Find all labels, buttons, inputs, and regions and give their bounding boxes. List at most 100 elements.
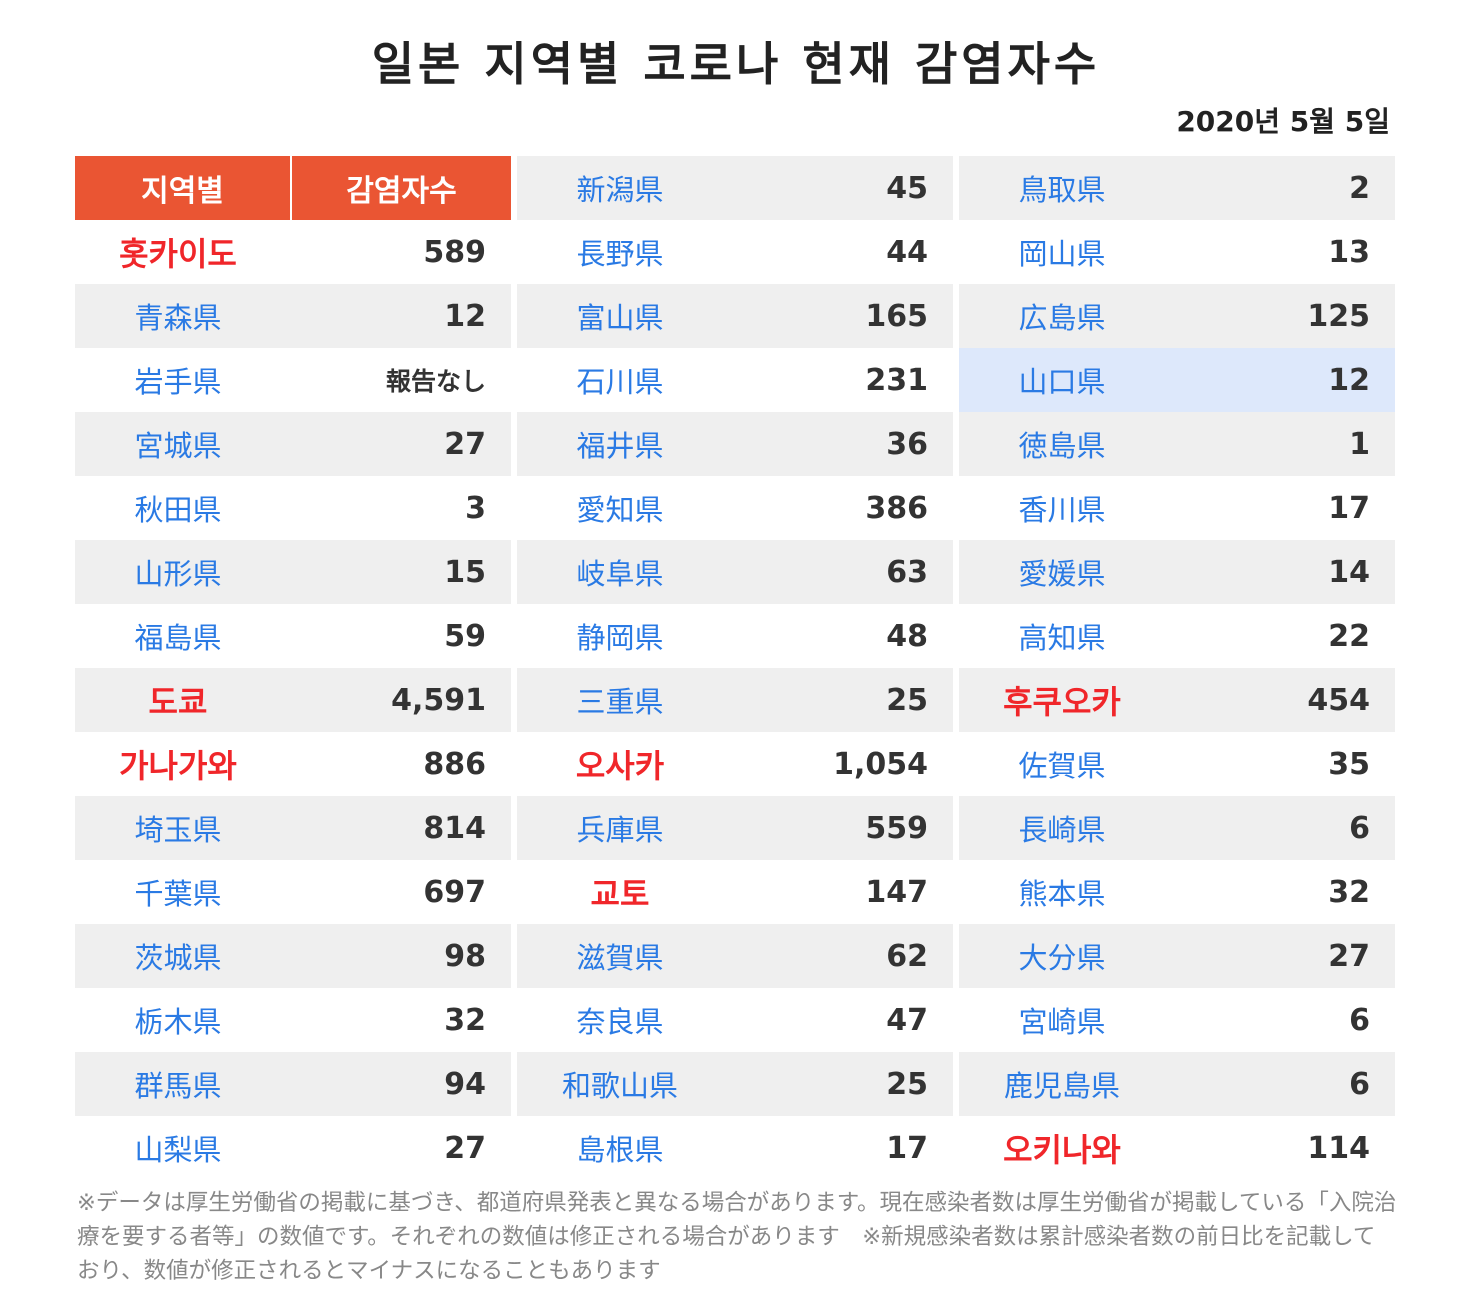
region-name: 富山県 [576,301,664,335]
infection-count: 36 [886,426,928,462]
table-row: 長崎県 6 [959,796,1395,860]
table-row: 佐賀県 35 [959,732,1395,796]
infection-count: 454 [1307,682,1370,718]
region-name: 高知県 [1018,621,1106,655]
region-name: 宮崎県 [1018,1005,1106,1039]
table-header-row: 지역별 감염자수 [75,156,511,220]
table-column-1: 지역별 감염자수 홋카이도 589 青森県 12 岩手県 報告なし 宮城県 27 秋田県 3 山形県 15… [75,156,511,1180]
table-row: 広島県 125 [959,284,1395,348]
region-name: 후쿠오카 [1003,683,1121,721]
infection-count: 13 [1328,234,1370,270]
table-row: 愛媛県 14 [959,540,1395,604]
infection-count: 6 [1349,810,1370,846]
table-row: 岡山県 13 [959,220,1395,284]
table-row: 新潟県 45 [517,156,953,220]
region-name: 徳島県 [1018,429,1106,463]
infection-count: 386 [865,490,928,526]
table-row: 후쿠오카 454 [959,668,1395,732]
table-row: 愛知県 386 [517,476,953,540]
table-row: 長野県 44 [517,220,953,284]
region-name: 岩手県 [134,365,222,399]
infection-count: 32 [1328,874,1370,910]
table-row: 千葉県 697 [75,860,511,924]
infection-count: 1 [1349,426,1370,462]
infection-count: 886 [423,746,486,782]
region-name: 佐賀県 [1018,749,1106,783]
table-row: 도쿄 4,591 [75,668,511,732]
infection-count: 125 [1307,298,1370,334]
region-name: 島根県 [576,1133,664,1167]
region-name: 青森県 [134,301,222,335]
region-name: 오키나와 [1003,1131,1121,1169]
region-name: 三重県 [576,685,664,719]
infection-count: 25 [886,682,928,718]
table-row: 가나가와 886 [75,732,511,796]
infection-count: 4,591 [391,682,486,718]
table-row: 富山県 165 [517,284,953,348]
infection-table: 지역별 감염자수 홋카이도 589 青森県 12 岩手県 報告なし 宮城県 27 秋田県 3 山形県 15… [75,156,1395,1180]
header-region: 지역별 [75,156,292,220]
region-name: 鹿児島県 [1003,1069,1120,1103]
table-column-3: 鳥取県 2 岡山県 13 広島県 125 山口県 12 徳島県 1 香川県 17 愛媛県 14 高知県 22 후… [959,156,1395,1180]
infection-count: 47 [886,1002,928,1038]
table-row: 三重県 25 [517,668,953,732]
infection-count: 98 [444,938,486,974]
table-row: 鳥取県 2 [959,156,1395,220]
region-name: 가나가와 [119,747,237,785]
infection-count: 45 [886,170,928,206]
region-name: 福島県 [134,621,222,655]
region-name: 大分県 [1018,941,1106,975]
page-title: 일본 지역별 코로나 현재 감염자수 [371,37,1101,91]
infection-count: 59 [444,618,486,654]
infection-count: 27 [444,426,486,462]
region-name: 広島県 [1018,301,1106,335]
table-row: 奈良県 47 [517,988,953,1052]
infection-count: 1,054 [833,746,928,782]
table-row: 栃木県 32 [75,988,511,1052]
header-count: 감염자수 [346,174,457,209]
region-name: 山口県 [1018,365,1106,399]
infection-count: 62 [886,938,928,974]
infection-count: 17 [886,1130,928,1166]
region-name: 宮城県 [134,429,222,463]
region-name: 福井県 [576,429,664,463]
table-row: 山形県 15 [75,540,511,604]
region-name: 교토 [590,875,650,913]
table-row: 宮崎県 6 [959,988,1395,1052]
infection-count: 25 [886,1066,928,1102]
region-name: 長野県 [576,237,664,271]
infection-count: 48 [886,618,928,654]
region-name: 香川県 [1018,493,1106,527]
table-row: 埼玉県 814 [75,796,511,860]
region-name: 和歌山県 [561,1069,678,1103]
infection-count: 814 [423,810,486,846]
region-name: 愛知県 [576,493,664,527]
table-row: 山梨県 27 [75,1116,511,1180]
infection-count: 14 [1328,554,1370,590]
region-name: 奈良県 [576,1005,664,1039]
table-row: 福井県 36 [517,412,953,476]
table-row: 大分県 27 [959,924,1395,988]
infection-count: 12 [444,298,486,334]
infection-count: 6 [1349,1066,1370,1102]
region-name: 岡山県 [1018,237,1106,271]
region-name: 茨城県 [134,941,222,975]
infection-count: 報告なし [385,367,486,396]
date-label: 2020년 5월 5일 [1176,105,1390,138]
table-row: 熊本県 32 [959,860,1395,924]
infection-count: 15 [444,554,486,590]
table-row: 홋카이도 589 [75,220,511,284]
infection-count: 12 [1328,362,1370,398]
infection-count: 44 [886,234,928,270]
infection-count: 27 [444,1130,486,1166]
infection-count: 32 [444,1002,486,1038]
table-row: 鹿児島県 6 [959,1052,1395,1116]
infection-count: 2 [1349,170,1370,206]
infection-count: 63 [886,554,928,590]
table-row: 오키나와 114 [959,1116,1395,1180]
table-row: 徳島県 1 [959,412,1395,476]
table-row: 島根県 17 [517,1116,953,1180]
infection-count: 22 [1328,618,1370,654]
region-name: 滋賀県 [576,941,664,975]
region-name: 長崎県 [1018,813,1106,847]
